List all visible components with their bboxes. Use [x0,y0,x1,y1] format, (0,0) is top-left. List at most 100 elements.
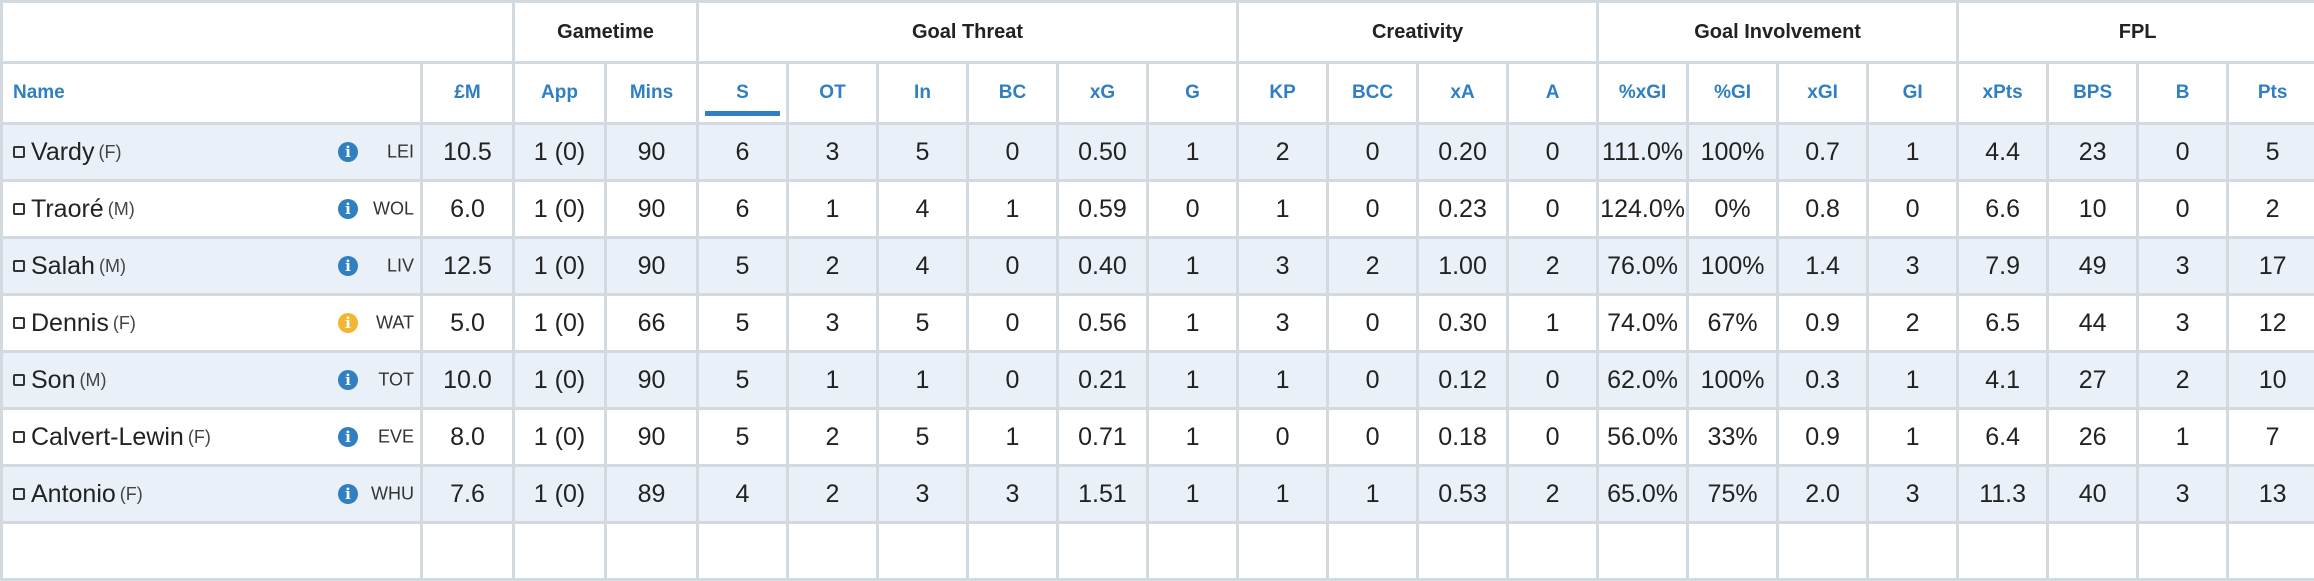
cell-ot: 2 [788,466,878,523]
cell-mins: 90 [606,238,698,295]
team-code: LEI [387,142,414,163]
cell-ot: 3 [788,124,878,181]
table-row[interactable] [2,523,2314,580]
column-header-label: %GI [1714,82,1751,103]
column-header-bcc[interactable]: BCC [1328,63,1418,124]
player-name[interactable]: Son [31,366,75,394]
select-checkbox[interactable] [13,203,25,215]
column-header-name[interactable]: Name [2,63,422,124]
select-checkbox[interactable] [13,488,25,500]
column-header-ot[interactable]: OT [788,63,878,124]
column-header-gi[interactable]: %GI [1688,63,1778,124]
info-icon[interactable]: i [338,256,358,276]
cell-app: 1 (0) [514,409,606,466]
player-position: (F) [98,142,121,162]
column-header-kp[interactable]: KP [1238,63,1328,124]
column-header-bps[interactable]: BPS [2048,63,2138,124]
cell-bcc [1328,523,1418,580]
cell-kp: 1 [1238,466,1328,523]
column-header-xgi[interactable]: xGI [1778,63,1868,124]
cell-gi: 100% [1688,352,1778,409]
info-icon[interactable]: i [338,142,358,162]
player-position: (M) [108,199,135,219]
cell-gi: 1 [1868,352,1958,409]
cell-bps: 23 [2048,124,2138,181]
info-icon[interactable]: i [338,484,358,504]
player-name[interactable]: Traoré [31,195,104,223]
warning-info-icon[interactable]: i [338,313,358,333]
column-header-s[interactable]: S [698,63,788,124]
player-position: (M) [79,370,106,390]
cell-b [2138,523,2228,580]
info-icon[interactable]: i [338,199,358,219]
cell-xg: 0.50 [1058,124,1148,181]
cell-gi: 67% [1688,295,1778,352]
select-checkbox[interactable] [13,431,25,443]
column-header-label: GI [1903,82,1923,103]
cell-ot: 3 [788,295,878,352]
column-header-xgi[interactable]: %xGI [1598,63,1688,124]
select-checkbox[interactable] [13,374,25,386]
cell-xgi: 1.4 [1778,238,1868,295]
column-header-app[interactable]: App [514,63,606,124]
column-header-label: KP [1269,82,1295,103]
column-header-pts[interactable]: Pts [2228,63,2314,124]
cell-g: 1 [1148,352,1238,409]
cell-b: 2 [2138,352,2228,409]
cell-s: 5 [698,409,788,466]
cell-g [1148,523,1238,580]
column-header-gi[interactable]: GI [1868,63,1958,124]
player-name[interactable]: Antonio [31,480,116,508]
cell-in: 1 [878,352,968,409]
cell-b: 3 [2138,466,2228,523]
player-name-cell[interactable]: Vardy(F) i LEI [2,124,422,181]
column-header-in[interactable]: In [878,63,968,124]
column-header-b[interactable]: B [2138,63,2228,124]
column-header-m[interactable]: £M [422,63,514,124]
cell-m: 12.5 [422,238,514,295]
column-header-g[interactable]: G [1148,63,1238,124]
player-position: (F) [188,427,211,447]
cell-xg: 0.21 [1058,352,1148,409]
column-header-mins[interactable]: Mins [606,63,698,124]
cell-xa: 0.20 [1418,124,1508,181]
cell-xgi: 0.9 [1778,295,1868,352]
player-name[interactable]: Vardy [31,138,94,166]
select-checkbox[interactable] [13,146,25,158]
select-checkbox[interactable] [13,260,25,272]
player-name[interactable]: Calvert-Lewin [31,423,184,451]
cell-bc: 0 [968,295,1058,352]
column-header-a[interactable]: A [1508,63,1598,124]
select-checkbox[interactable] [13,317,25,329]
cell-a: 2 [1508,238,1598,295]
cell-a: 0 [1508,409,1598,466]
column-header-xg[interactable]: xG [1058,63,1148,124]
info-icon[interactable]: i [338,370,358,390]
player-name-cell[interactable] [2,523,422,580]
column-header-xa[interactable]: xA [1418,63,1508,124]
info-icon[interactable]: i [338,427,358,447]
cell-pts: 12 [2228,295,2314,352]
cell-gi: 1 [1868,409,1958,466]
cell-app: 1 (0) [514,295,606,352]
column-header-xpts[interactable]: xPts [1958,63,2048,124]
player-name[interactable]: Dennis [31,309,109,337]
column-header-bc[interactable]: BC [968,63,1058,124]
cell-xgi [1778,523,1868,580]
player-name[interactable]: Salah [31,252,95,280]
